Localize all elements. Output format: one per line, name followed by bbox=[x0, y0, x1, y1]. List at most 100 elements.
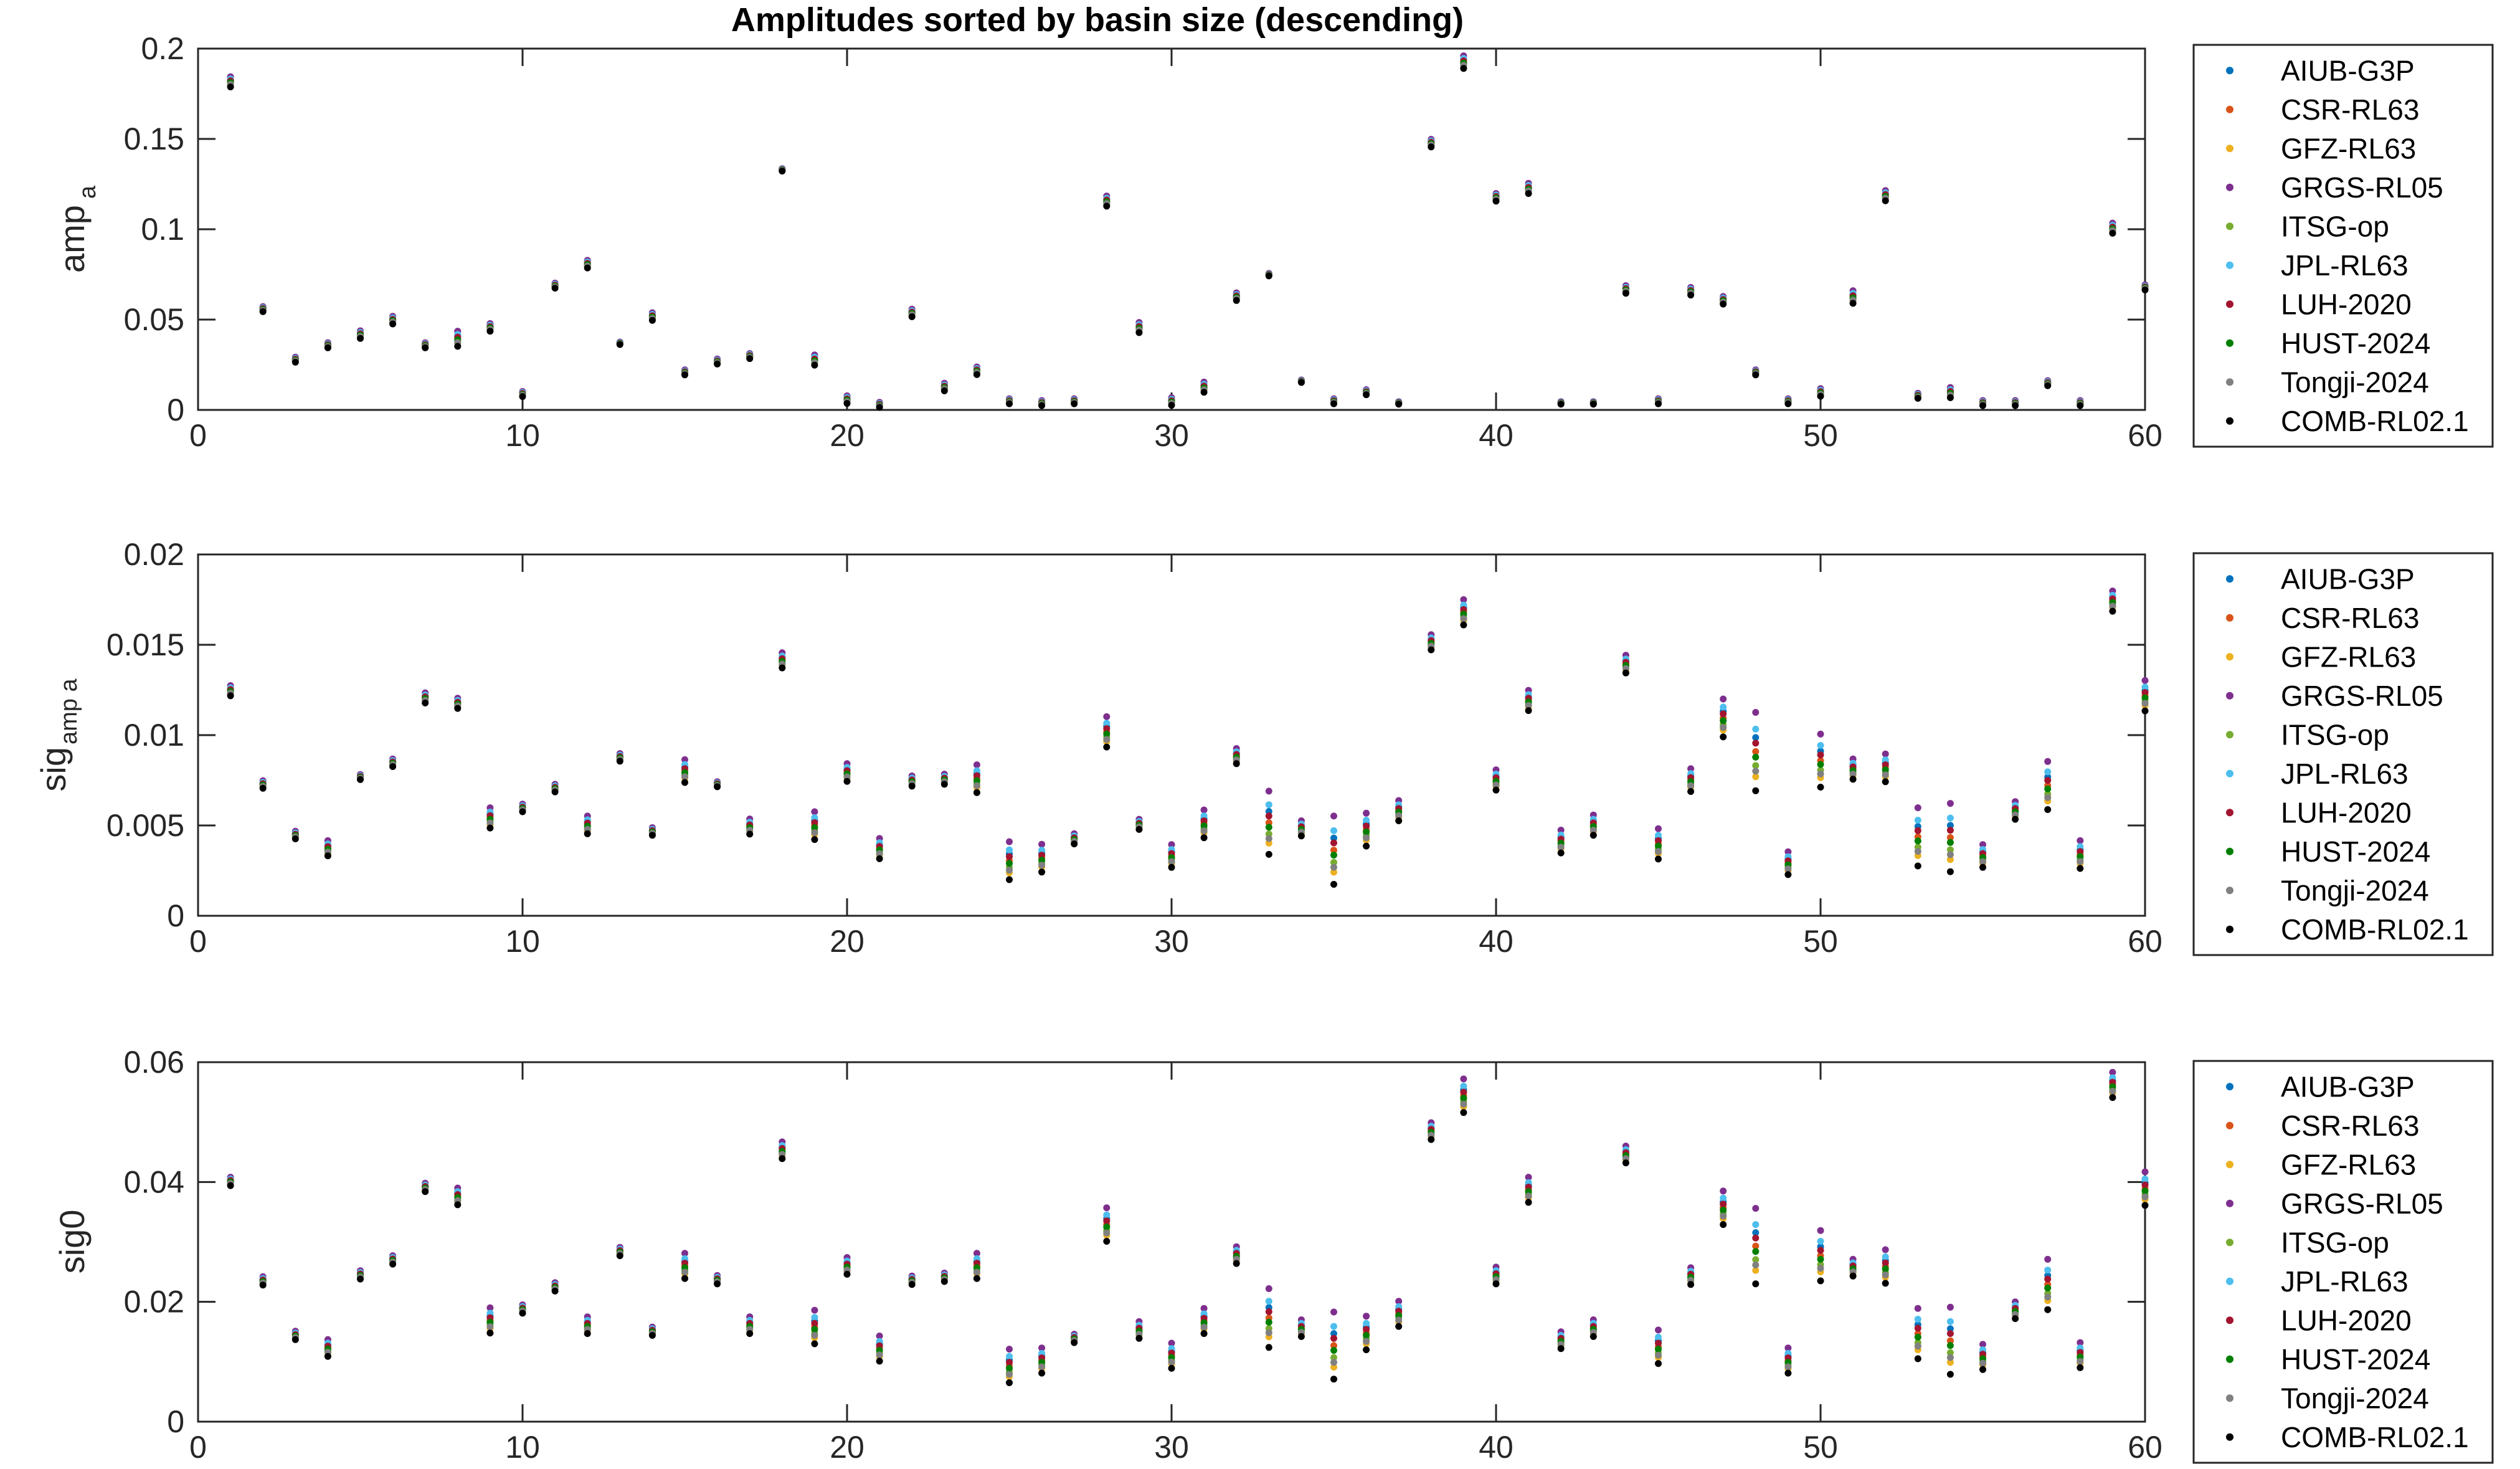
point-hust-2024 bbox=[1720, 1207, 1727, 1214]
point-comb-rl02-1 bbox=[291, 1336, 299, 1343]
point-comb-rl02-1 bbox=[843, 400, 851, 407]
point-tongji-2024 bbox=[1103, 736, 1111, 743]
point-jpl-rl63 bbox=[973, 767, 980, 774]
point-comb-rl02-1 bbox=[973, 789, 980, 796]
ytick-label: 0.15 bbox=[124, 121, 184, 156]
ytick-label: 0 bbox=[167, 392, 184, 427]
legend-box bbox=[2192, 552, 2494, 956]
point-luh-2020 bbox=[2044, 1275, 2052, 1283]
point-comb-rl02-1 bbox=[1168, 1364, 1175, 1372]
legend-marker bbox=[2226, 300, 2233, 308]
point-luh-2020 bbox=[1363, 822, 1370, 830]
point-grgs-rl05 bbox=[681, 1250, 688, 1257]
point-comb-rl02-1 bbox=[1233, 1260, 1240, 1267]
xtick-label: 0 bbox=[189, 418, 207, 453]
point-comb-rl02-1 bbox=[1557, 401, 1565, 408]
point-tongji-2024 bbox=[1363, 834, 1370, 842]
point-comb-rl02-1 bbox=[519, 1310, 526, 1317]
legend-marker bbox=[2226, 925, 2233, 933]
point-itsg-op bbox=[1752, 762, 1760, 769]
point-luh-2020 bbox=[811, 819, 818, 826]
point-comb-rl02-1 bbox=[2044, 382, 2052, 389]
point-tongji-2024 bbox=[876, 850, 883, 857]
point-csr-rl63 bbox=[1330, 847, 1337, 854]
point-comb-rl02-1 bbox=[2012, 1315, 2019, 1323]
point-grgs-rl05 bbox=[1200, 1305, 1208, 1312]
point-jpl-rl63 bbox=[1103, 1211, 1111, 1219]
panel-amp-a: ampa 0 10 20 30 40 50 60 0 0.05 0.1 0.15 0.2 AIUB-G… bbox=[52, 31, 2494, 453]
xtick-label: 40 bbox=[1479, 1430, 1513, 1465]
point-comb-rl02-1 bbox=[1589, 832, 1597, 839]
point-grgs-rl05 bbox=[1006, 1346, 1013, 1353]
point-comb-rl02-1 bbox=[1135, 825, 1143, 833]
point-comb-rl02-1 bbox=[2141, 286, 2149, 293]
point-luh-2020 bbox=[811, 1319, 818, 1327]
legend-marker bbox=[2226, 378, 2233, 386]
point-hust-2024 bbox=[2077, 853, 2084, 860]
point-hust-2024 bbox=[1460, 1095, 1467, 1102]
point-grgs-rl05 bbox=[1460, 1075, 1467, 1083]
point-luh-2020 bbox=[2141, 1181, 2149, 1189]
point-comb-rl02-1 bbox=[2077, 402, 2084, 409]
point-csr-rl63 bbox=[1752, 1242, 1760, 1250]
point-luh-2020 bbox=[1655, 837, 1662, 844]
point-comb-rl02-1 bbox=[1720, 1221, 1727, 1229]
point-grgs-rl05 bbox=[2044, 1255, 2052, 1263]
point-comb-rl02-1 bbox=[1071, 400, 1078, 407]
point-tongji-2024 bbox=[811, 829, 818, 836]
point-tongji-2024 bbox=[1038, 862, 1046, 869]
point-hust-2024 bbox=[1914, 837, 1921, 845]
point-comb-rl02-1 bbox=[1752, 787, 1760, 794]
point-comb-rl02-1 bbox=[746, 830, 754, 838]
point-tongji-2024 bbox=[1784, 865, 1792, 873]
point-luh-2020 bbox=[1103, 1217, 1111, 1225]
point-grgs-rl05 bbox=[1946, 1303, 1954, 1311]
legend-entry: JPL-RL63 bbox=[2281, 1265, 2409, 1298]
point-comb-rl02-1 bbox=[227, 1182, 234, 1189]
xtick-label: 30 bbox=[1154, 418, 1189, 453]
point-jpl-rl63 bbox=[1655, 1333, 1662, 1341]
legend-entry: Tongji-2024 bbox=[2281, 366, 2429, 398]
point-comb-rl02-1 bbox=[1428, 1136, 1435, 1143]
point-comb-rl02-1 bbox=[1557, 849, 1565, 857]
point-comb-rl02-1 bbox=[973, 1275, 980, 1282]
point-tongji-2024 bbox=[1882, 771, 1889, 779]
panel-sig0-marks bbox=[227, 1068, 2149, 1386]
point-comb-rl02-1 bbox=[1525, 1199, 1532, 1206]
panel-amp-a-legend: AIUB-G3P CSR-RL63 GFZ-RL63 GRGS-RL05 ITSG-op… bbox=[2192, 44, 2494, 448]
point-comb-rl02-1 bbox=[1882, 1280, 1889, 1287]
point-comb-rl02-1 bbox=[551, 1287, 559, 1295]
point-comb-rl02-1 bbox=[1946, 1371, 1954, 1378]
legend-entry: CSR-RL63 bbox=[2281, 602, 2419, 634]
legend-marker bbox=[2226, 145, 2233, 153]
legend-marker bbox=[2226, 1394, 2233, 1402]
point-grgs-rl05 bbox=[1006, 838, 1013, 845]
point-luh-2020 bbox=[1914, 1324, 1921, 1332]
point-comb-rl02-1 bbox=[1882, 778, 1889, 786]
point-tongji-2024 bbox=[1589, 827, 1597, 834]
point-hust-2024 bbox=[1038, 857, 1046, 864]
point-comb-rl02-1 bbox=[811, 361, 818, 369]
point-jpl-rl63 bbox=[2044, 768, 2052, 776]
point-jpl-rl63 bbox=[1946, 814, 1954, 822]
legend-entry: AIUB-G3P bbox=[2281, 54, 2415, 87]
legend-entry: GFZ-RL63 bbox=[2281, 640, 2416, 673]
legend-marker bbox=[2226, 653, 2233, 661]
point-luh-2020 bbox=[1752, 739, 1760, 747]
legend-marker bbox=[2226, 1316, 2233, 1324]
point-comb-rl02-1 bbox=[551, 285, 559, 292]
point-jpl-rl63 bbox=[1200, 812, 1208, 820]
point-hust-2024 bbox=[1265, 824, 1272, 831]
point-grgs-rl05 bbox=[2141, 1168, 2149, 1176]
point-tongji-2024 bbox=[486, 1323, 494, 1331]
point-csr-rl63 bbox=[1946, 834, 1954, 841]
point-tongji-2024 bbox=[2077, 858, 2084, 865]
point-comb-rl02-1 bbox=[1265, 272, 1272, 280]
panel-sig-amp-a-ticks: 0 10 20 30 40 50 60 0 0.005 0.01 0.015 0.02 bbox=[107, 537, 2162, 959]
point-tongji-2024 bbox=[973, 1268, 980, 1276]
point-jpl-rl63 bbox=[1006, 1353, 1013, 1360]
point-grgs-rl05 bbox=[1038, 840, 1046, 848]
point-tongji-2024 bbox=[681, 1268, 688, 1276]
point-comb-rl02-1 bbox=[1784, 1369, 1792, 1377]
point-comb-rl02-1 bbox=[422, 699, 429, 706]
